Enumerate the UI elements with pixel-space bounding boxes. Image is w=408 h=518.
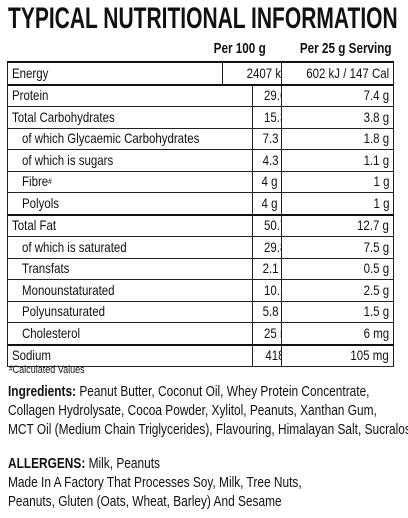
row-value-per-serving: 7.4 g bbox=[363, 87, 389, 104]
row-label: of which Glycaemic Carbohydrates bbox=[22, 130, 200, 147]
row-label: Energy bbox=[12, 64, 49, 81]
row-value-per-serving: 1.1 g bbox=[363, 151, 389, 168]
row-value-per-serving: 3.8 g bbox=[363, 108, 389, 125]
row-label: Fibre bbox=[22, 173, 49, 190]
column-header-per-serving: Per 25 g Serving bbox=[300, 40, 392, 57]
ingredients-line: Collagen Hydrolysate, Cocoa Powder, Xyli… bbox=[8, 403, 377, 419]
footnote-text: Calculated Values bbox=[12, 364, 85, 376]
table-row-total-fat: Total Fat 50.7 g 12.7 g bbox=[7, 213, 394, 237]
calculated-values-note: #Calculated Values bbox=[9, 364, 85, 376]
row-value-per-100g: 15.3 g bbox=[263, 108, 281, 125]
row-value-per-serving: 1.8 g bbox=[363, 130, 389, 147]
row-label: Total Fat bbox=[12, 217, 57, 234]
row-value-per-100g: 5.8 g bbox=[262, 303, 280, 320]
row-value-per-serving: 2.5 g bbox=[363, 281, 389, 298]
row-value-per-100g: 29.8 g bbox=[263, 238, 281, 255]
nutrition-table: Energy 2407 kJ / 587 Cal 602 kJ / 147 Ca… bbox=[7, 61, 394, 367]
row-label: Polyols bbox=[22, 194, 60, 211]
ingredients-label: Ingredients: bbox=[8, 384, 77, 400]
row-value-per-serving: 6 mg bbox=[363, 324, 389, 341]
row-value-per-serving: 12.7 g bbox=[357, 217, 389, 234]
row-value-per-100g: 7.3 g bbox=[262, 130, 280, 147]
row-value-per-serving: 1 g bbox=[373, 194, 389, 211]
row-value-per-serving: 1.5 g bbox=[363, 303, 389, 320]
ingredients-section: Ingredients: Peanut Butter, Coconut Oil,… bbox=[8, 383, 408, 440]
footnote-mark: # bbox=[48, 177, 52, 187]
ingredients-line: MCT Oil (Medium Chain Triglycerides), Fl… bbox=[8, 422, 408, 438]
row-label: of which is sugars bbox=[22, 151, 114, 168]
table-row-glycaemic-carbohydrates: of which Glycaemic Carbohydrates 7.3 g 1… bbox=[7, 127, 394, 150]
allergens-line: Made In A Factory That Processes Soy, Mi… bbox=[8, 475, 302, 491]
table-row-monounsaturated: Monounstaturated 10.1 g 2.5 g bbox=[7, 279, 394, 302]
row-label: Polyunsaturated bbox=[22, 303, 105, 320]
row-value-per-serving: 105 mg bbox=[350, 347, 389, 364]
row-label: Transfats bbox=[22, 260, 70, 277]
row-value-per-100g: 418 mg bbox=[264, 347, 281, 364]
row-value-per-100g: 2407 kJ / 587 Cal bbox=[246, 64, 282, 81]
row-value-per-100g: 10.1 g bbox=[263, 281, 281, 298]
allergens-list: Milk, Peanuts bbox=[88, 456, 160, 472]
footnote-mark: # bbox=[9, 364, 13, 373]
row-value-per-100g: 4 g bbox=[261, 194, 277, 211]
row-value-per-100g: 50.7 g bbox=[263, 217, 281, 234]
table-row-transfats: Transfats 2.1 g 0.5 g bbox=[7, 257, 394, 280]
row-label: Total Carbohydrates bbox=[12, 108, 115, 125]
table-row-fibre: Fibre# 4 g 1 g bbox=[7, 170, 394, 193]
ingredients-line: Peanut Butter, Coconut Oil, Whey Protein… bbox=[79, 384, 370, 400]
row-value-per-serving: 1 g bbox=[373, 173, 389, 190]
allergens-line: Peanuts, Gluten (Oats, Wheat, Barley) An… bbox=[8, 494, 282, 510]
allergens-section: ALLERGENS: Milk, Peanuts Made In A Facto… bbox=[8, 455, 402, 512]
row-label: of which is saturated bbox=[22, 238, 127, 255]
table-row-protein: Protein 29.6 g 7.4 g bbox=[7, 83, 394, 107]
table-row-sodium: Sodium 418 mg 105 mg bbox=[7, 343, 394, 367]
column-header-per-100g: Per 100 g bbox=[213, 40, 266, 57]
row-label: Monounstaturated bbox=[22, 281, 115, 298]
table-row-total-carbohydrates: Total Carbohydrates 15.3 g 3.8 g bbox=[7, 106, 394, 129]
table-row-energy: Energy 2407 kJ / 587 Cal 602 kJ / 147 Ca… bbox=[7, 61, 394, 85]
allergens-label: ALLERGENS: bbox=[8, 456, 86, 472]
row-label: Protein bbox=[12, 87, 49, 104]
row-value-per-100g: 29.6 g bbox=[263, 87, 281, 104]
table-row-polyunsaturated: Polyunsaturated 5.8 g 1.5 g bbox=[7, 300, 394, 323]
table-row-cholesterol: Cholesterol 25 mg 6 mg bbox=[7, 322, 394, 345]
row-value-per-serving: 7.5 g bbox=[363, 238, 389, 255]
row-value-per-serving: 0.5 g bbox=[363, 260, 389, 277]
row-value-per-100g: 4.3 g bbox=[262, 151, 280, 168]
row-value-per-100g: 4 g bbox=[261, 173, 277, 190]
panel-title: TYPICAL NUTRITIONAL INFORMATION bbox=[8, 2, 398, 35]
table-row-saturated: of which is saturated 29.8 g 7.5 g bbox=[7, 236, 394, 259]
row-value-per-100g: 25 mg bbox=[263, 324, 281, 341]
row-label: Sodium bbox=[12, 347, 51, 364]
table-row-polyols: Polyols 4 g 1 g bbox=[7, 192, 394, 215]
table-row-sugars: of which is sugars 4.3 g 1.1 g bbox=[7, 149, 394, 172]
row-value-per-serving: 602 kJ / 147 Cal bbox=[306, 64, 389, 81]
row-label: Cholesterol bbox=[22, 324, 81, 341]
row-value-per-100g: 2.1 g bbox=[262, 260, 280, 277]
